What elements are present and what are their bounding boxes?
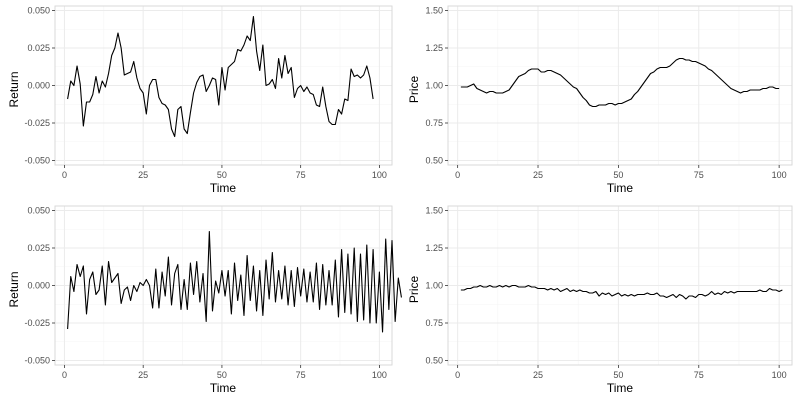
chart-panel-bottom-right: 0 25 50 75 100 0.50 0.75 1.00 1.25 1.50 Time Price [407,205,793,395]
y-tick-label: 1.00 [425,81,443,91]
series-line [67,15,374,138]
x-tick-label: 25 [138,170,148,180]
x-tick-label: 50 [613,370,623,380]
y-tick-label: 0.025 [27,243,50,253]
y-tick-label: 0.050 [27,6,50,16]
y-tick-label: 0.75 [425,118,443,128]
x-tick-label: 0 [455,370,460,380]
x-tick-label: 100 [772,170,787,180]
x-tick-label: 25 [533,170,543,180]
y-tick-label: -0.050 [24,356,50,366]
x-tick-label: 0 [62,370,67,380]
x-axis-title: Time [607,381,634,395]
x-axis-title: Time [210,381,237,395]
x-tick-label: 50 [217,170,227,180]
x-tick-label: 75 [296,170,306,180]
y-tick-label: 0.50 [425,156,443,166]
y-tick-label: 1.50 [425,206,443,216]
x-tick-label: 75 [694,370,704,380]
y-tick-label: 0.000 [27,281,50,291]
y-tick-label: 1.25 [425,43,443,53]
y-tick-label: 0.000 [27,81,50,91]
x-tick-label: 25 [533,370,543,380]
y-tick-label: -0.025 [24,318,50,328]
y-tick-label: 0.50 [425,356,443,366]
y-tick-label: 1.00 [425,281,443,291]
series-line [460,57,780,108]
x-tick-label: 0 [455,170,460,180]
x-tick-label: 0 [62,170,67,180]
x-tick-label: 100 [372,370,387,380]
x-axis-title: Time [607,181,634,195]
y-tick-label: 1.50 [425,6,443,16]
y-tick-label: 0.050 [27,206,50,216]
chart-panel-top-right: 0 25 50 75 100 0.50 0.75 1.00 1.25 1.50 Time Price [407,5,793,195]
x-axis-title: Time [210,181,237,195]
y-tick-label: 1.25 [425,243,443,253]
x-tick-label: 75 [296,370,306,380]
x-tick-label: 50 [217,370,227,380]
x-tick-label: 100 [372,170,387,180]
y-tick-label: 0.025 [27,43,50,53]
x-tick-label: 75 [694,170,704,180]
y-axis-title: Return [7,271,21,307]
x-tick-label: 25 [138,370,148,380]
x-tick-label: 50 [613,170,623,180]
y-axis-title: Price [407,76,421,104]
chart-panel-bottom-left: 0 25 50 75 100 -0.050 -0.025 0.000 0.025 0.050 Tim… [7,205,402,395]
y-tick-label: -0.050 [24,156,50,166]
x-tick-label: 100 [772,370,787,380]
series-line [67,230,402,333]
y-axis-title: Return [7,71,21,107]
chart-panel-top-left: 0 25 50 75 100 -0.050 -0.025 0.000 0.025 0.050 Tim… [7,5,393,195]
y-tick-label: -0.025 [24,118,50,128]
series-line [460,284,783,300]
y-tick-label: 0.75 [425,318,443,328]
y-axis-title: Price [407,276,421,304]
